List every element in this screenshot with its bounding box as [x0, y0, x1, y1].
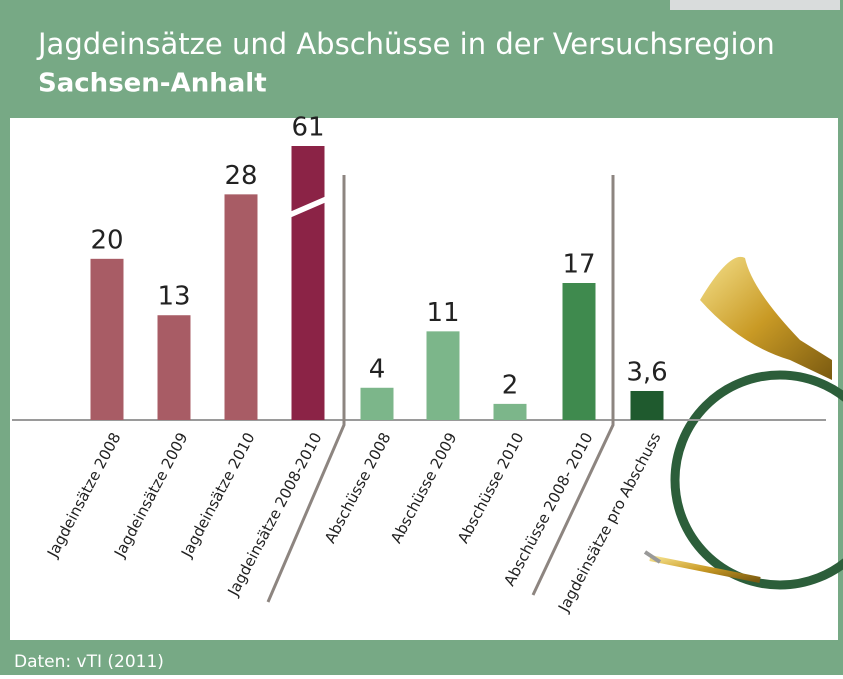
- value-label: 20: [90, 225, 123, 255]
- chart-title: Jagdeinsätze und Abschüsse in der Versuc…: [36, 27, 775, 61]
- bar: [494, 404, 527, 420]
- bar: [225, 194, 258, 420]
- value-label: 4: [369, 354, 386, 384]
- value-label: 11: [426, 298, 459, 328]
- source: Daten: vTI (2011): [14, 652, 164, 672]
- bar: [427, 331, 460, 420]
- chart-subtitle: Sachsen-Anhalt: [38, 69, 267, 99]
- bar: [361, 388, 394, 420]
- value-label: 17: [562, 250, 595, 280]
- bar: [631, 391, 664, 420]
- corner-tab: [670, 0, 840, 10]
- bar: [158, 315, 191, 420]
- bar: [91, 259, 124, 420]
- value-label: 2: [502, 370, 519, 400]
- chart: Jagdeinsätze und Abschüsse in der Versuc…: [0, 0, 843, 675]
- value-label: 13: [157, 282, 190, 312]
- value-label: 3,6: [626, 357, 667, 387]
- bar: [563, 283, 596, 420]
- value-label: 61: [291, 113, 324, 143]
- value-label: 28: [224, 161, 257, 191]
- page: {"chart_data": {"type": "bar", "title": …: [0, 0, 843, 679]
